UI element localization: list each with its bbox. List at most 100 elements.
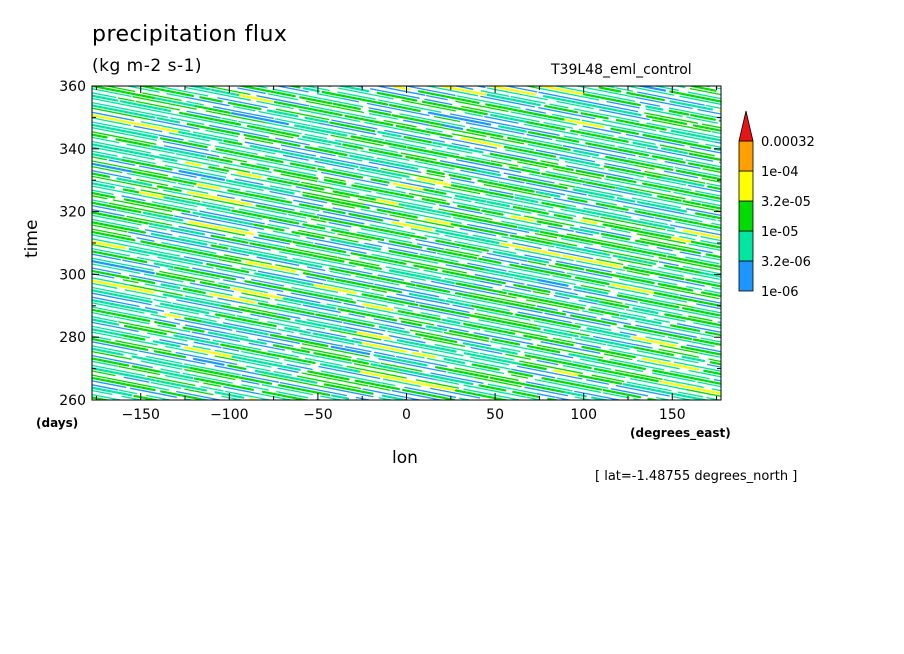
precip-band-segment bbox=[329, 270, 351, 277]
precip-band-segment bbox=[182, 326, 205, 333]
precip-band-segment bbox=[485, 103, 504, 109]
precip-band-segment bbox=[677, 391, 704, 398]
precip-band-segment bbox=[337, 233, 372, 242]
precip-band-segment bbox=[92, 279, 155, 294]
precip-band-segment bbox=[697, 381, 721, 388]
precip-band-segment bbox=[542, 95, 575, 103]
precip-band-segment bbox=[401, 99, 456, 112]
precip-band-segment bbox=[432, 403, 479, 412]
precip-band-segment bbox=[502, 289, 569, 304]
precip-band-segment bbox=[160, 390, 202, 400]
legend-swatch bbox=[738, 140, 754, 172]
precip-band-segment bbox=[690, 199, 721, 207]
precip-band-segment bbox=[507, 370, 534, 378]
precip-band-segment bbox=[230, 248, 270, 258]
precip-band-segment bbox=[396, 355, 448, 368]
precip-band-segment bbox=[235, 330, 300, 344]
precip-band-segment bbox=[449, 177, 475, 184]
precip-band-segment bbox=[163, 196, 231, 212]
precip-band-segment bbox=[431, 280, 499, 296]
precip-band-segment bbox=[685, 86, 690, 87]
precip-band-segment bbox=[182, 372, 233, 384]
precip-band-segment bbox=[314, 242, 367, 254]
precip-band-segment bbox=[154, 318, 181, 325]
precip-band-segment bbox=[490, 160, 519, 167]
precip-band-segment bbox=[588, 308, 620, 317]
precip-band-segment bbox=[573, 149, 600, 157]
precip-band-segment bbox=[416, 381, 456, 392]
precip-band-segment bbox=[323, 283, 384, 297]
precip-band-segment bbox=[686, 389, 721, 397]
precip-band-segment bbox=[516, 382, 565, 393]
precip-band-segment bbox=[215, 268, 273, 281]
precip-band-segment bbox=[572, 100, 642, 117]
precip-band-segment bbox=[424, 98, 453, 106]
precip-band-segment bbox=[92, 123, 159, 139]
precip-band-segment bbox=[281, 125, 329, 136]
precip-band-segment bbox=[203, 382, 222, 387]
precip-band-segment bbox=[272, 318, 326, 330]
precip-band-segment bbox=[154, 321, 177, 328]
precip-band-segment bbox=[299, 333, 355, 345]
precip-band-segment bbox=[706, 315, 721, 320]
precip-band-segment bbox=[271, 278, 339, 293]
precip-band-segment bbox=[419, 304, 477, 318]
precip-band-segment bbox=[521, 166, 540, 171]
precip-band-segment bbox=[425, 328, 443, 333]
precip-band-segment bbox=[338, 315, 387, 327]
precip-band-segment bbox=[503, 172, 555, 184]
precip-band-segment bbox=[490, 113, 530, 124]
precip-band-segment bbox=[447, 297, 510, 312]
precip-band-segment bbox=[641, 228, 675, 237]
precip-band-segment bbox=[489, 376, 519, 385]
precip-band-segment bbox=[153, 350, 186, 359]
precip-band-segment bbox=[250, 313, 273, 320]
precip-band-segment bbox=[289, 162, 316, 170]
precip-band-segment bbox=[408, 292, 446, 302]
precip-band-segment bbox=[615, 87, 634, 92]
precip-band-segment bbox=[632, 307, 659, 315]
precip-band-segment bbox=[369, 224, 416, 235]
precip-band-segment bbox=[535, 191, 561, 198]
precip-band-segment bbox=[663, 378, 704, 388]
precip-band-segment bbox=[437, 252, 486, 264]
precip-band-segment bbox=[626, 270, 650, 276]
precip-band-segment bbox=[635, 324, 697, 338]
precip-band-segment bbox=[343, 98, 360, 103]
precip-band-segment bbox=[200, 78, 236, 85]
precip-band-segment bbox=[92, 156, 108, 161]
precip-band-segment bbox=[486, 110, 540, 123]
legend-label: 3.2e-06 bbox=[761, 255, 811, 270]
precip-band-segment bbox=[548, 264, 575, 271]
precip-band-segment bbox=[298, 68, 324, 73]
precip-band-segment bbox=[208, 166, 229, 172]
precip-band-segment bbox=[92, 354, 153, 369]
precip-band-segment bbox=[156, 379, 208, 392]
precip-band-segment bbox=[275, 264, 312, 273]
precip-band-segment bbox=[607, 344, 630, 350]
precip-band-segment bbox=[444, 277, 475, 285]
precip-band-segment bbox=[232, 105, 256, 112]
precip-band-segment bbox=[131, 355, 162, 364]
precip-band-segment bbox=[302, 155, 359, 168]
precip-band-segment bbox=[253, 223, 285, 232]
precip-band-segment bbox=[331, 394, 350, 400]
precip-band-segment bbox=[201, 201, 235, 209]
precip-band-segment bbox=[391, 390, 444, 400]
precip-band-segment bbox=[688, 152, 721, 161]
precip-band-segment bbox=[513, 277, 540, 284]
precip-band-segment bbox=[483, 268, 539, 281]
precip-band-segment bbox=[376, 192, 436, 205]
y-tick-label: 300 bbox=[59, 267, 86, 283]
precip-band-segment bbox=[408, 193, 447, 202]
precip-band-segment bbox=[435, 366, 489, 379]
precip-band-segment bbox=[598, 86, 622, 93]
precip-band-segment bbox=[582, 217, 642, 230]
precip-band-segment bbox=[645, 108, 683, 117]
precip-band-segment bbox=[413, 264, 438, 271]
precip-band-segment bbox=[368, 148, 403, 158]
precip-band-segment bbox=[436, 86, 487, 96]
precip-band-segment bbox=[602, 223, 672, 239]
precip-band-segment bbox=[92, 60, 158, 73]
precip-band-segment bbox=[304, 145, 348, 157]
